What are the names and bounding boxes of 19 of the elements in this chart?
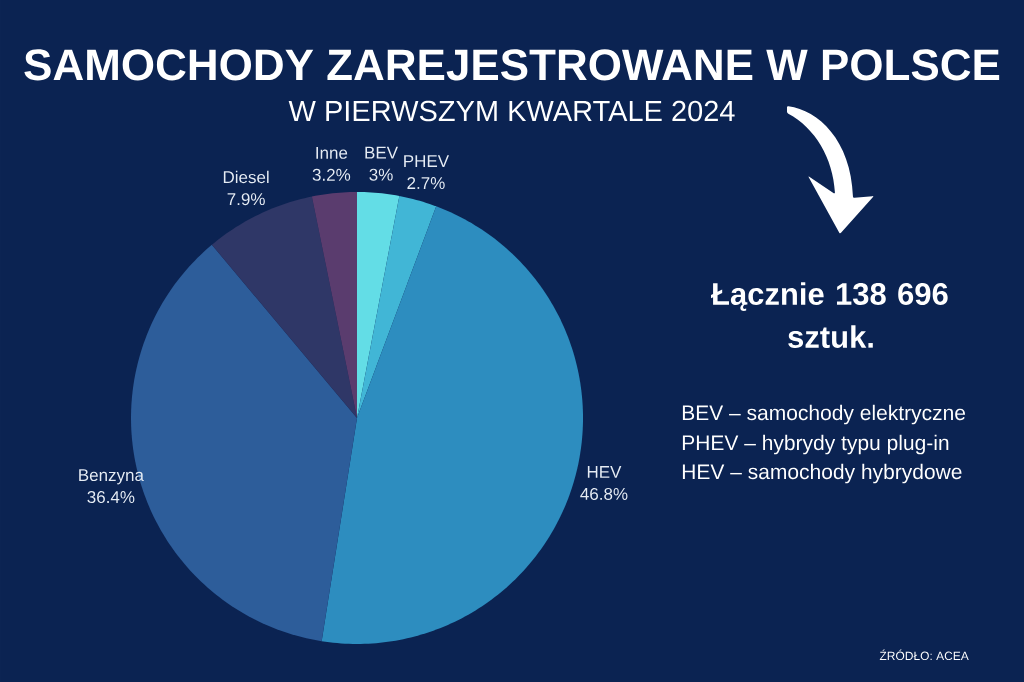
text: PHEV – hybrydy typu plug-in (682, 434, 949, 455)
data-label: 3% (369, 168, 393, 181)
slice-label: Diesel (223, 170, 269, 184)
text: ŹRÓDŁO: ACEA (879, 649, 969, 661)
chart-subtitle: W PIERWSZYM KWARTALE 2024 (288, 100, 735, 122)
data-label: 3.2% (312, 168, 351, 181)
data-label: 2.7% (407, 177, 445, 189)
slice-label: HEV (587, 466, 622, 478)
text: HEV – samochody hybrydowe (682, 463, 962, 484)
slice-label: PHEV (404, 155, 450, 167)
slice-label: Benzyna (79, 469, 144, 485)
text: Łącznie 138 696 sztuk. (711, 282, 948, 348)
slice-label: BEV (365, 146, 398, 159)
text: BEV – samochody elektryczne (682, 404, 966, 425)
chart-title: SAMOCHODY ZAREJESTROWANE W POLSCE (24, 49, 1000, 81)
slice-label: Inne (316, 146, 348, 159)
data-label: 46.8% (580, 487, 628, 500)
data-label: 7.9% (227, 193, 265, 206)
data-label: 36.4% (87, 491, 135, 504)
